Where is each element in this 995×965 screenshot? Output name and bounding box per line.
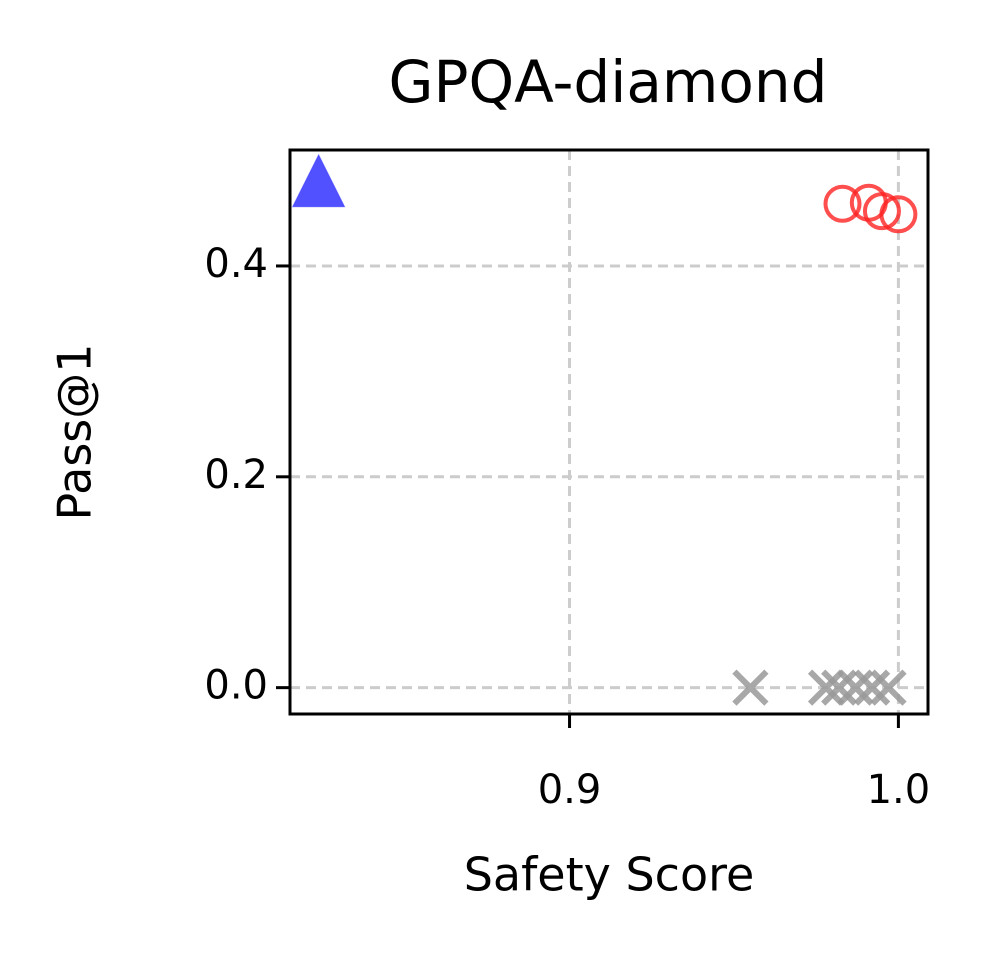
x-point: [870, 669, 907, 706]
x-point: [807, 669, 845, 706]
x-point: [853, 669, 891, 706]
circle-point: [862, 192, 901, 231]
triangle-point: [291, 153, 346, 208]
y-tick-label: 0.0: [204, 663, 268, 709]
y-tick-label: 0.2: [204, 452, 268, 498]
x-point: [821, 669, 858, 706]
x-point: [837, 669, 874, 706]
x-axis-label: Safety Score: [464, 848, 755, 902]
y-tick-label: 0.4: [204, 241, 268, 287]
x-point: [732, 669, 769, 706]
x-tick-label: 1.0: [867, 767, 931, 813]
circle-point: [823, 184, 862, 223]
chart-title: GPQA-diamond: [389, 48, 828, 116]
y-axis-label: Pass@1: [48, 343, 102, 520]
x-tick-label: 0.9: [538, 767, 602, 813]
circle-point: [879, 195, 918, 234]
plot-frame: [288, 148, 930, 716]
